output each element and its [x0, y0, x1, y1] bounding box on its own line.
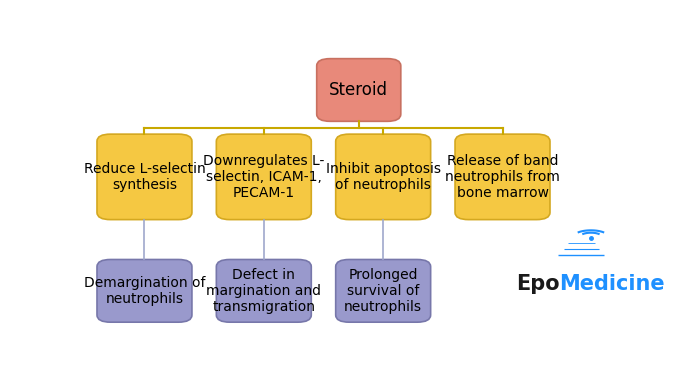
FancyBboxPatch shape [216, 259, 312, 322]
Text: Reduce L-selectin
synthesis: Reduce L-selectin synthesis [83, 162, 205, 192]
Text: Steroid: Steroid [329, 81, 389, 99]
Text: Prolonged
survival of
neutrophils: Prolonged survival of neutrophils [344, 268, 422, 314]
Text: Inhibit apoptosis
of neutrophils: Inhibit apoptosis of neutrophils [326, 162, 441, 192]
Text: Defect in
margination and
transmigration: Defect in margination and transmigration [206, 268, 321, 314]
Text: Demargination of
neutrophils: Demargination of neutrophils [84, 276, 205, 306]
FancyBboxPatch shape [336, 259, 430, 322]
FancyBboxPatch shape [97, 259, 192, 322]
Text: Release of band
neutrophils from
bone marrow: Release of band neutrophils from bone ma… [445, 154, 560, 200]
Text: Downregulates L-
selectin, ICAM-1,
PECAM-1: Downregulates L- selectin, ICAM-1, PECAM… [203, 154, 325, 200]
Text: Medicine: Medicine [559, 274, 665, 294]
FancyBboxPatch shape [336, 134, 430, 220]
FancyBboxPatch shape [316, 58, 401, 121]
FancyBboxPatch shape [455, 134, 550, 220]
FancyBboxPatch shape [97, 134, 192, 220]
FancyBboxPatch shape [216, 134, 312, 220]
Text: Epo: Epo [516, 274, 559, 294]
